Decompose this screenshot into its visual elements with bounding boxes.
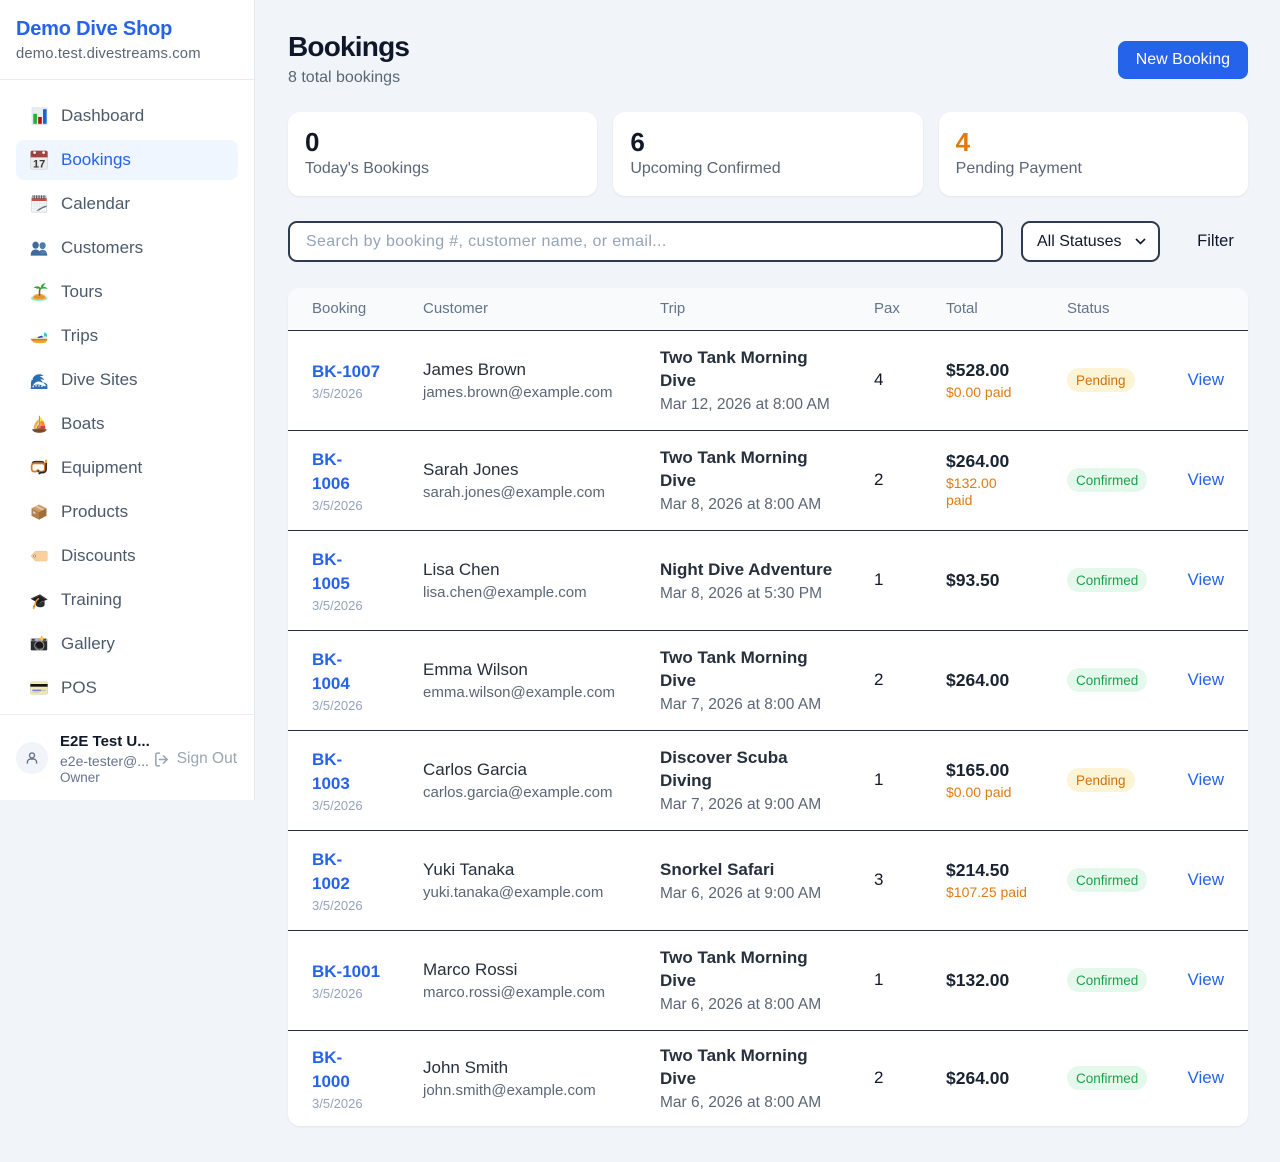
svg-text:17: 17 [33,159,45,170]
